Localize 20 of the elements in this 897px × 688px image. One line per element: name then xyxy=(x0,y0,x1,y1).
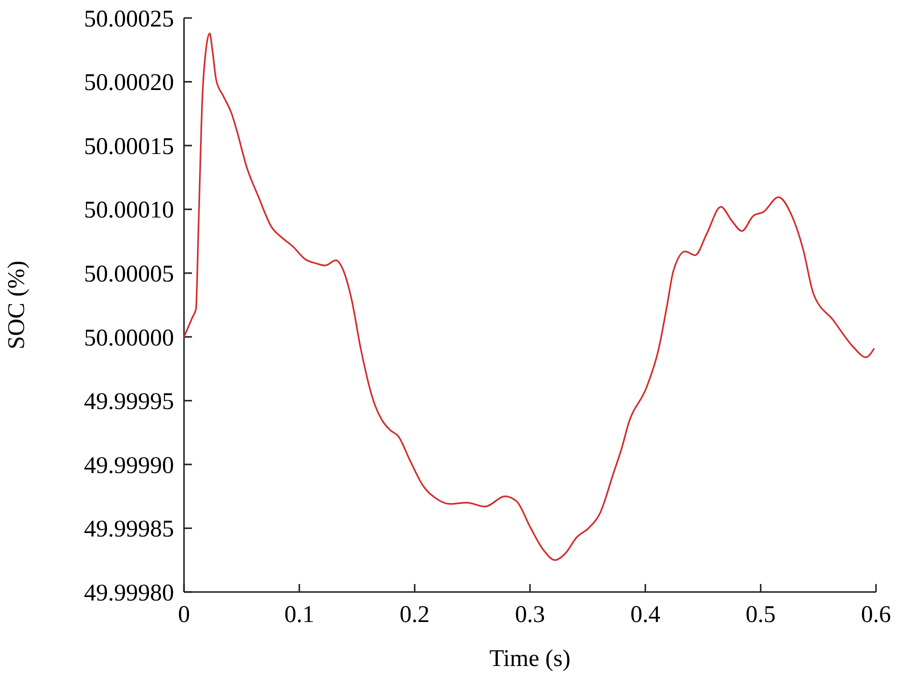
y-tick-label: 49.99995 xyxy=(84,389,174,416)
x-tick-label: 0.2 xyxy=(400,602,430,628)
x-tick-label: 0.4 xyxy=(630,602,660,628)
y-axis-title: SOC (%) xyxy=(4,260,30,350)
y-tick-label: 50.00000 xyxy=(84,325,174,352)
x-tick-label: 0.1 xyxy=(284,602,314,628)
x-axis-title: Time (s) xyxy=(489,646,571,672)
x-tick-label: 0 xyxy=(178,602,190,628)
y-tick-label: 50.00015 xyxy=(84,134,174,160)
y-tick-label: 50.00005 xyxy=(84,262,174,288)
line-series xyxy=(183,32,875,561)
x-tick-label: 0.5 xyxy=(746,602,776,628)
y-tick-label: 50.00025 xyxy=(84,6,174,32)
x-tick-label: 0.3 xyxy=(515,602,545,628)
y-tick-label: 49.99985 xyxy=(84,516,174,543)
x-tick-label: 0.6 xyxy=(861,602,891,628)
y-tick-label: 49.99980 xyxy=(84,580,174,606)
y-tick-label: 50.00020 xyxy=(84,70,174,96)
y-tick-label: 49.99990 xyxy=(84,452,174,479)
y-tick-label: 50.00010 xyxy=(84,198,174,224)
